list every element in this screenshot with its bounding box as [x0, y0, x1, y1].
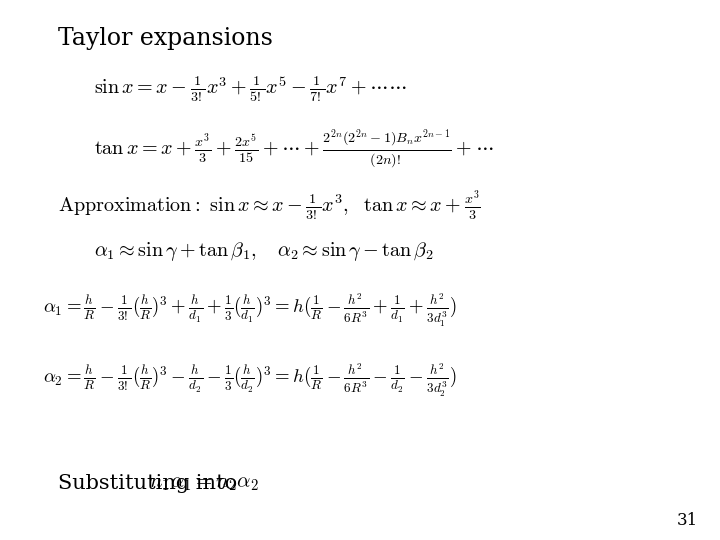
Text: $\alpha_2 = \frac{h}{R} - \frac{1}{3!}(\frac{h}{R})^3 - \frac{h}{d_2} - \frac{1}: $\alpha_2 = \frac{h}{R} - \frac{1}{3!}(\…: [43, 362, 456, 399]
Text: $\sin x = x - \frac{1}{3!}x^3 + \frac{1}{5!}x^5 - \frac{1}{7!}x^7 + \cdots\cdots: $\sin x = x - \frac{1}{3!}x^3 + \frac{1}…: [94, 74, 406, 104]
Text: $\tan x = x + \frac{x^3}{3} + \frac{2x^5}{15} + \cdots + \frac{2^{2n}(2^{2n}-1)B: $\tan x = x + \frac{x^3}{3} + \frac{2x^5…: [94, 127, 493, 170]
Text: $\alpha_1 \approx \sin\gamma + \tan\beta_1, \quad \alpha_2 \approx \sin\gamma - : $\alpha_1 \approx \sin\gamma + \tan\beta…: [94, 240, 433, 262]
Text: 31: 31: [677, 512, 698, 529]
Text: Taylor expansions: Taylor expansions: [58, 27, 272, 50]
Text: $\mathrm{Approximation:}\ \sin x \approx x - \frac{1}{3!}x^3,\ \ \tan x \approx : $\mathrm{Approximation:}\ \sin x \approx…: [58, 188, 480, 222]
Text: $n_1\alpha_1 = n_2\alpha_2$: $n_1\alpha_1 = n_2\alpha_2$: [149, 474, 259, 493]
Text: Substituting into: Substituting into: [58, 474, 243, 493]
Text: $\alpha_1 = \frac{h}{R} - \frac{1}{3!}(\frac{h}{R})^3 + \frac{h}{d_1} + \frac{1}: $\alpha_1 = \frac{h}{R} - \frac{1}{3!}(\…: [43, 292, 456, 329]
